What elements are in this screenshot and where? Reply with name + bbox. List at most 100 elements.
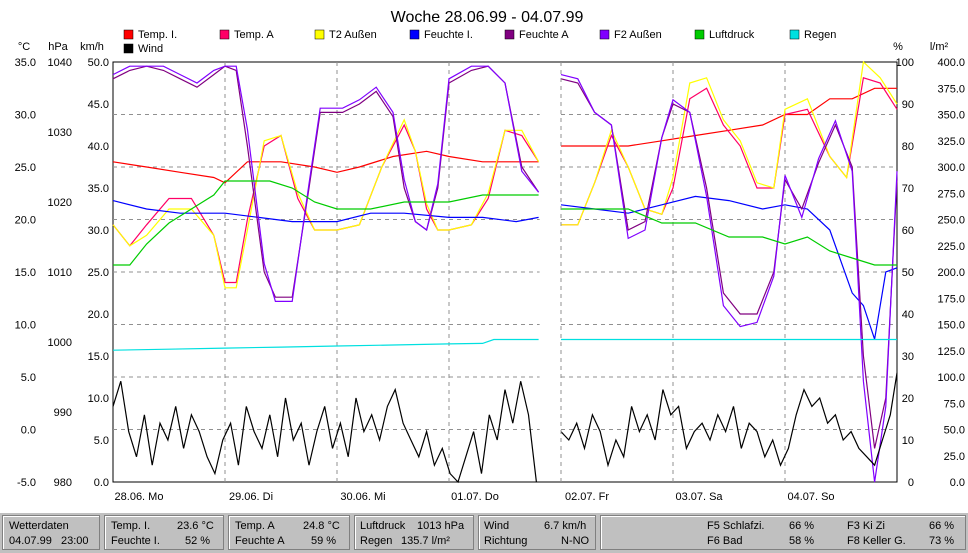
- legend-label: Regen: [804, 29, 836, 41]
- pressure-tick-label: 1030: [48, 127, 72, 139]
- temp-a-label: Temp. A: [235, 520, 275, 532]
- humidity-tick-label: 10: [902, 435, 914, 447]
- series-line-t2-au-en: [112, 118, 540, 289]
- humidity-tick-label: 100: [896, 57, 914, 69]
- wind-tick-label: 5.0: [94, 435, 109, 447]
- legend-swatch: [789, 29, 800, 40]
- rain-tick-label: 100.0: [937, 372, 965, 384]
- luftdruck-label: Luftdruck: [360, 520, 406, 532]
- legend-swatch: [504, 29, 515, 40]
- wetterdaten-label: Wetterdaten: [9, 520, 69, 532]
- legend-swatch: [314, 29, 325, 40]
- legend-label: Feuchte A: [519, 29, 569, 41]
- x-tick-label: 03.07. Sa: [675, 491, 723, 503]
- feuchte-i-label: Feuchte I.: [111, 535, 160, 547]
- legend-label: Feuchte I.: [424, 29, 473, 41]
- series-line-wind: [560, 372, 898, 468]
- f8-value: 73 %: [929, 535, 955, 547]
- series-line-f2-au-en: [560, 74, 898, 483]
- series-line-wind: [112, 381, 537, 484]
- series-line-temp-i-: [112, 150, 539, 184]
- f5-label: F5 Schlafzi.: [707, 520, 765, 532]
- status-cell-wind: Wind 6.7 km/h Richtung N-NO: [478, 515, 596, 550]
- rain-tick-label: 350.0: [937, 110, 965, 122]
- series-line-feuchte-a: [112, 65, 540, 298]
- rain-tick-label: 300.0: [937, 162, 965, 174]
- feuchte-a-value: 59 %: [311, 535, 337, 547]
- x-tick-label: 29.06. Di: [229, 491, 273, 503]
- rain-tick-label: 25.0: [944, 451, 965, 463]
- rain-tick-label: 125.0: [937, 346, 965, 358]
- status-cell-sensors: F5 Schlafzi. 66 % F6 Bad 58 % F3 Ki Zi 6…: [600, 515, 966, 550]
- temp-tick-label: 0.0: [21, 425, 36, 437]
- status-cell-innen: Temp. I. 23.6 °C Feuchte I. 52 %: [104, 515, 224, 550]
- pressure-tick-label: 990: [54, 407, 72, 419]
- f6-value: 58 %: [789, 535, 815, 547]
- wind-tick-label: 0.0: [94, 477, 109, 489]
- rain-tick-label: 250.0: [937, 215, 965, 227]
- wind-tick-label: 10.0: [88, 393, 109, 405]
- series-line-feuchte-i-: [560, 195, 898, 340]
- wetterdaten-date: 04.07.99: [9, 535, 52, 547]
- weather-chart: Woche 28.06.99 - 04.07.99 Temp. I. Temp. …: [15, 9, 965, 503]
- wind-tick-label: 40.0: [88, 141, 109, 153]
- series-line-luftdruck: [561, 208, 897, 266]
- series-line-feuchte-i-: [112, 200, 539, 223]
- series-line-temp-a: [112, 123, 540, 284]
- temp-tick-label: -5.0: [17, 477, 36, 489]
- data-gap: [539, 63, 560, 481]
- legend-label: Wind: [138, 43, 163, 55]
- status-cell-aussen: Temp. A 24.8 °C Feuchte A 59 %: [228, 515, 350, 550]
- temp-tick-label: 20.0: [15, 215, 36, 227]
- status-cell-wetterdaten: Wetterdaten 04.07.99 23:00: [2, 515, 100, 550]
- legend-swatch: [409, 29, 420, 40]
- f6-label: F6 Bad: [707, 535, 743, 547]
- chart-title: Woche 28.06.99 - 04.07.99: [391, 9, 584, 26]
- rain-tick-label: 0.0: [950, 477, 965, 489]
- rain-tick-label: 400.0: [937, 57, 965, 69]
- temp-a-value: 24.8 °C: [303, 520, 340, 532]
- rain-tick-label: 150.0: [937, 320, 965, 332]
- richtung-value: N-NO: [561, 535, 590, 547]
- rain-tick-label: 325.0: [937, 136, 965, 148]
- wind-tick-label: 20.0: [88, 309, 109, 321]
- status-bar: Wetterdaten 04.07.99 23:00 Temp. I. 23.6…: [0, 513, 968, 553]
- legend-swatch: [694, 29, 705, 40]
- rain-tick-label: 375.0: [937, 83, 965, 95]
- temp-i-label: Temp. I.: [111, 520, 151, 532]
- pressure-tick-label: 980: [54, 477, 72, 489]
- series-line-temp-i-: [561, 87, 897, 147]
- temp-tick-label: 30.0: [15, 110, 36, 122]
- humidity-tick-label: 20: [902, 393, 914, 405]
- rain-tick-label: 225.0: [937, 241, 965, 253]
- f3-label: F3 Ki Zi: [847, 520, 885, 532]
- humidity-tick-label: 30: [902, 351, 914, 363]
- humidity-tick-label: 40: [902, 309, 914, 321]
- wind-tick-label: 35.0: [88, 183, 109, 195]
- axis-unit-label: °C: [18, 41, 30, 53]
- series-line-luftdruck: [113, 180, 539, 266]
- x-tick-label: 28.06. Mo: [115, 491, 164, 503]
- humidity-tick-label: 90: [902, 99, 914, 111]
- axis-unit-label: hPa: [48, 41, 68, 53]
- rain-tick-label: 175.0: [937, 293, 965, 305]
- wind-label: Wind: [484, 520, 510, 532]
- axis-unit-label: km/h: [80, 41, 104, 53]
- series-line-temp-a: [561, 77, 898, 226]
- wind-tick-label: 45.0: [88, 99, 109, 111]
- legend-swatch: [123, 29, 134, 40]
- plot-area: [112, 60, 898, 484]
- temp-tick-label: 15.0: [15, 267, 36, 279]
- pressure-tick-label: 1040: [48, 57, 72, 69]
- temp-tick-label: 35.0: [15, 57, 36, 69]
- rain-tick-label: 200.0: [937, 267, 965, 279]
- regen-value: 135.7 l/m²: [401, 535, 450, 547]
- rain-tick-label: 50.0: [944, 425, 965, 437]
- legend-swatch: [123, 43, 134, 54]
- legend-label: Luftdruck: [709, 29, 755, 41]
- wetterdaten-time: 23:00: [61, 535, 89, 547]
- regen-label: Regen: [360, 535, 393, 547]
- temp-tick-label: 10.0: [15, 320, 36, 332]
- legend-label: F2 Außen: [614, 29, 662, 41]
- humidity-tick-label: 80: [902, 141, 914, 153]
